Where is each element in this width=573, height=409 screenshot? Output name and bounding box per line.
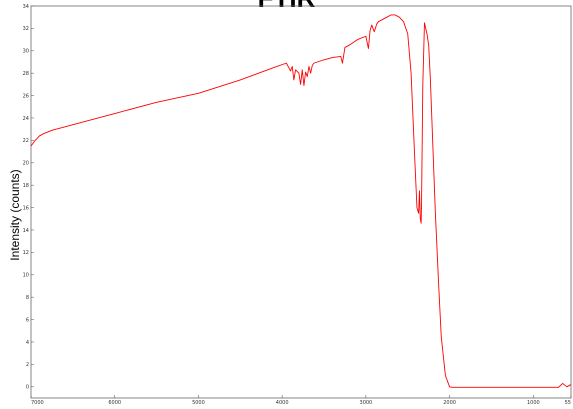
x-tick-label: 3000: [360, 400, 373, 406]
y-tick-label: 32: [23, 26, 29, 32]
y-tick-label: 28: [23, 71, 29, 77]
x-tick-label: 6000: [108, 400, 121, 406]
y-tick-label: 12: [23, 250, 29, 256]
y-tick-label: 26: [23, 93, 29, 99]
series-group: [30, 14, 572, 388]
x-tick-label: 2000: [443, 400, 456, 406]
y-tick-label: 16: [23, 205, 29, 211]
x-tick-label: 1000: [527, 400, 540, 406]
y-tick-label: 24: [23, 116, 29, 122]
y-tick-label: 2: [26, 362, 29, 368]
x-tick-label: 7000: [31, 400, 44, 406]
y-tick-label: 20: [23, 161, 29, 167]
y-tick-label: 14: [23, 228, 29, 234]
y-tick-label: 4: [26, 340, 29, 346]
x-tick-label: 4000: [276, 400, 289, 406]
y-tick-label: 18: [23, 183, 29, 189]
y-tick-label: 0: [26, 385, 29, 391]
spectrum-line: [30, 14, 572, 388]
chart-title: FTIR: [0, 0, 573, 13]
y-tick-label: 10: [23, 273, 29, 279]
y-tick-label: 8: [26, 295, 29, 301]
x-axis: 7000 6000 5000 4000 3000 2000 1000 55: [30, 395, 572, 406]
x-tick-label: 5000: [192, 400, 205, 406]
y-tick-label: 30: [23, 49, 29, 55]
y-tick-label: 22: [23, 138, 29, 144]
y-tick-label: 34: [23, 4, 29, 10]
plot-frame: [30, 5, 572, 399]
x-tick-label: 55: [565, 400, 571, 406]
y-tick-label: 6: [26, 317, 29, 323]
